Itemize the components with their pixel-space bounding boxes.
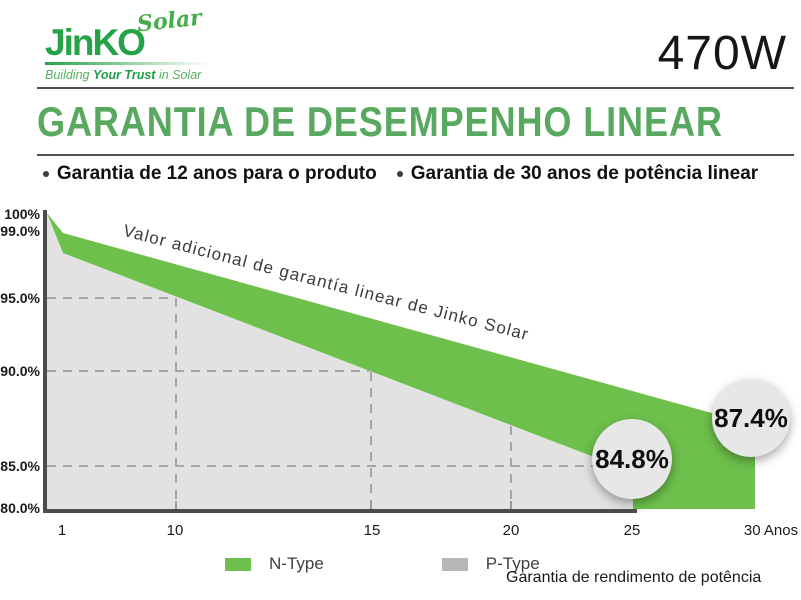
bullet-dot-icon	[396, 171, 403, 177]
page-title: GARANTIA DE DESEMPENHO LINEAR	[37, 98, 723, 145]
chart-legend: N-Type P-Type	[225, 554, 540, 574]
x-tick-10: 10	[166, 522, 184, 539]
y-tick-99: 99.0%	[0, 223, 40, 239]
warranty-bullets: Garantia de 12 anos para o produto Garan…	[0, 163, 801, 185]
tagline-pre: Building	[45, 68, 93, 82]
y-tick-80: 80.0%	[0, 500, 40, 516]
callout-p-type-value: 84.8%	[595, 443, 669, 474]
legend-n-type-label: N-Type	[269, 554, 324, 573]
power-rating: 470W	[657, 27, 787, 80]
bullet-power-warranty-label: Garantia de 30 anos de potência linear	[410, 163, 759, 184]
callout-n-type-87-4: 87.4%	[712, 379, 790, 457]
x-axis-ticks	[175, 501, 512, 509]
callout-p-type-84-8: 84.8%	[592, 419, 672, 499]
x-axis-line	[43, 509, 637, 513]
p-type-area	[47, 213, 633, 509]
y-tick-100: 100%	[4, 206, 40, 222]
n-type-area	[47, 213, 755, 509]
logo-tagline: Building Your Trust in Solar	[45, 68, 201, 82]
tagline-post: in Solar	[155, 68, 202, 82]
logo-gradient-rule	[45, 62, 210, 65]
tagline-bold: Your Trust	[92, 68, 156, 82]
logo-brand-text: JinKO	[45, 22, 146, 63]
callout-n-type-value: 87.4%	[714, 402, 788, 433]
divider-top	[37, 87, 794, 89]
footer-note: Garantia de rendimento de potência	[506, 569, 762, 586]
x-tick-20: 20	[502, 522, 520, 539]
x-tick-15: 15	[363, 522, 381, 539]
y-tick-95: 95.0%	[0, 290, 40, 306]
x-tick-1: 1	[57, 522, 67, 539]
x-tick-25: 25	[623, 522, 641, 539]
bullet-product-warranty: Garantia de 12 anos para o produto	[42, 163, 377, 185]
y-tick-85: 85.0%	[0, 458, 40, 474]
legend-p-type-swatch	[441, 557, 468, 571]
bullet-dot-icon	[42, 171, 49, 177]
y-tick-90: 90.0%	[0, 363, 40, 379]
bullet-product-warranty-label: Garantia de 12 anos para o produto	[56, 163, 377, 184]
y-axis-line	[43, 210, 47, 513]
x-tick-30: 30 Anos	[743, 522, 799, 539]
dashed-gridlines	[47, 297, 606, 508]
legend-p-type-label: P-Type	[485, 554, 540, 573]
jinko-logo: Solar JinKO Building Your Trust in Solar	[45, 5, 245, 88]
divider-title	[37, 154, 794, 156]
legend-n-type-swatch	[225, 557, 251, 571]
bullet-power-warranty: Garantia de 30 anos de potência linear	[396, 163, 759, 185]
